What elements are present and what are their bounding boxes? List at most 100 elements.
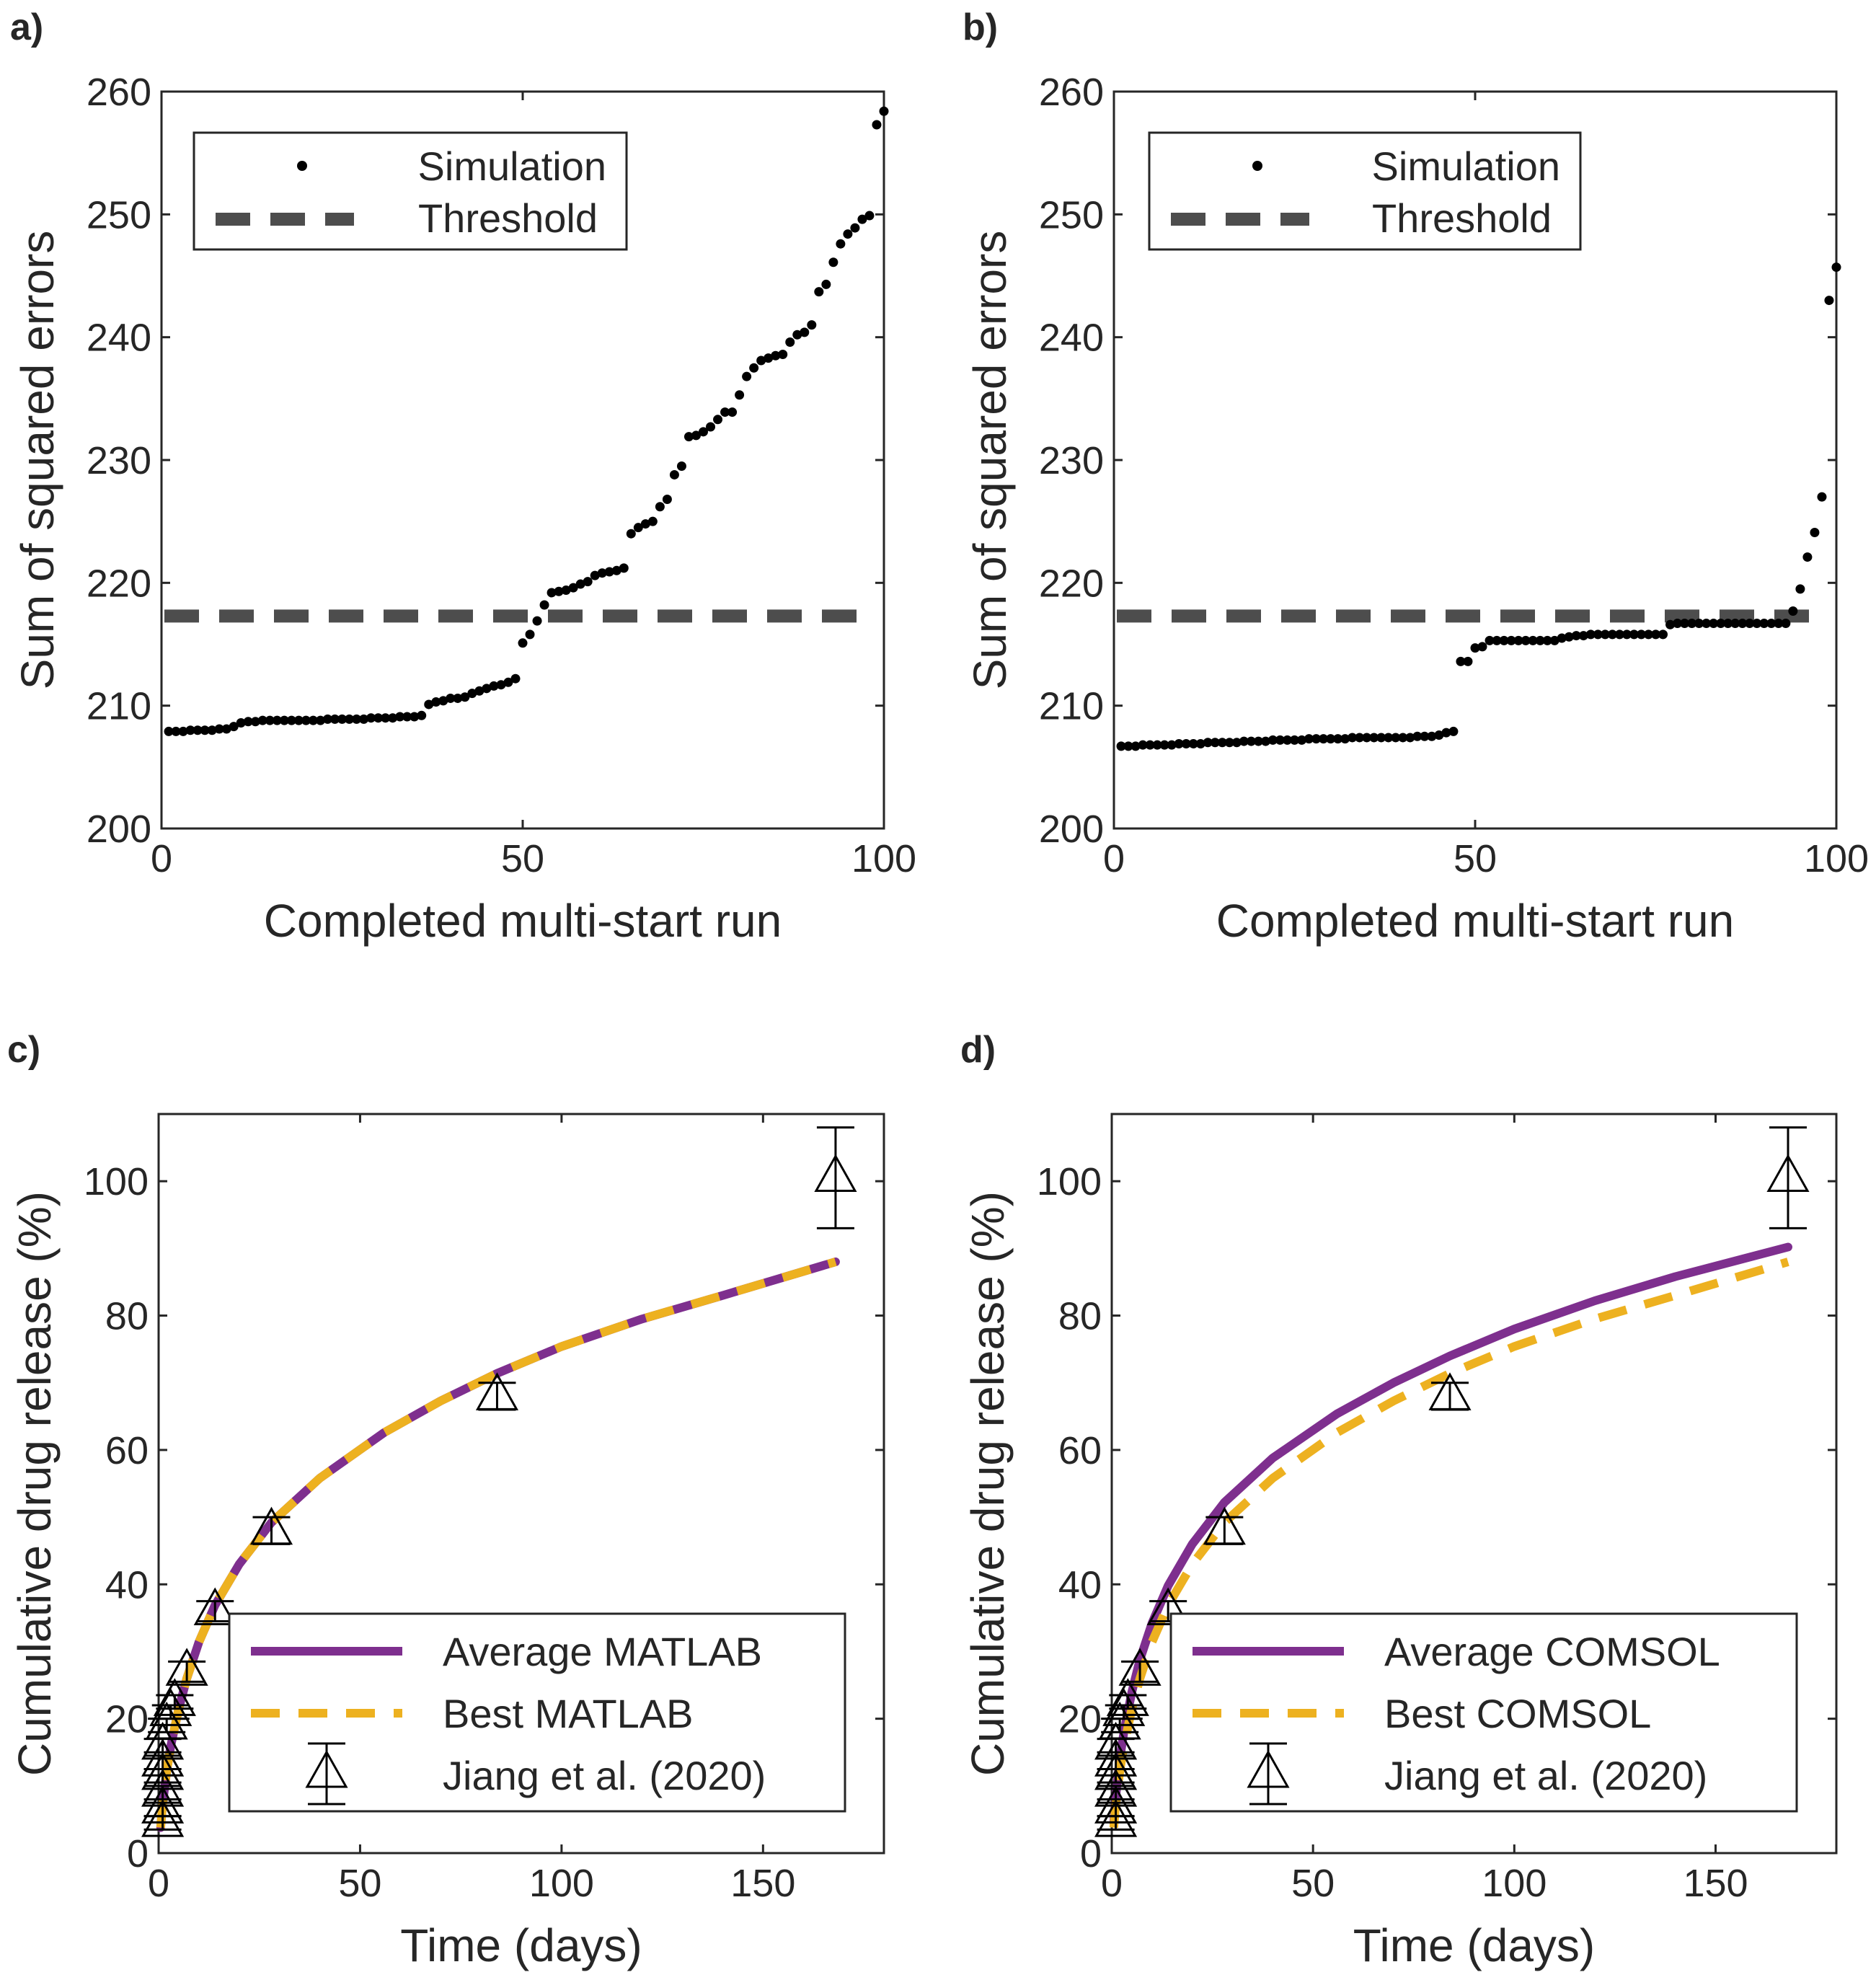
simulation-point: [1513, 635, 1523, 645]
simulation-point: [633, 523, 643, 533]
simulation-point: [185, 725, 195, 735]
simulation-point: [1702, 619, 1712, 629]
simulation-point: [1326, 734, 1336, 744]
simulation-point: [1145, 740, 1155, 750]
simulation-point: [250, 717, 260, 727]
data-marker-triangle: [165, 1648, 208, 1686]
simulation-point: [836, 239, 846, 249]
simulation-point: [1521, 635, 1531, 645]
simulation-point: [735, 390, 745, 400]
simulation-point: [1348, 733, 1358, 743]
y-tick-label: 80: [105, 1295, 149, 1338]
simulation-point: [1535, 635, 1545, 645]
simulation-point: [1282, 735, 1292, 745]
simulation-point: [1195, 738, 1205, 748]
simulation-point: [496, 680, 506, 690]
simulation-point: [518, 638, 528, 648]
simulation-point: [322, 714, 332, 724]
data-marker-triangle: [1766, 1154, 1810, 1193]
simulation-point: [1210, 738, 1220, 748]
x-axis-label: Completed multi-start run: [264, 895, 782, 947]
x-tick-label: 50: [1291, 1862, 1335, 1905]
simulation-point: [1774, 619, 1784, 629]
simulation-point: [366, 713, 376, 723]
simulation-point: [474, 686, 485, 696]
simulation-point: [1658, 629, 1668, 640]
x-tick-label: 50: [1454, 837, 1497, 880]
simulation-point: [1542, 635, 1552, 645]
simulation-point: [590, 570, 600, 580]
simulation-point: [1340, 734, 1350, 744]
simulation-point: [381, 713, 391, 723]
legend-average-label: Average COMSOL: [1384, 1629, 1720, 1674]
simulation-point: [1246, 736, 1256, 746]
simulation-point: [1759, 619, 1769, 629]
simulation-point: [532, 616, 542, 626]
simulation-point: [597, 568, 607, 578]
simulation-point: [792, 330, 802, 340]
simulation-point: [1795, 584, 1805, 594]
simulation-point: [1181, 738, 1191, 748]
simulation-point: [1398, 733, 1408, 743]
simulation-point: [1304, 734, 1314, 744]
simulation-point: [308, 715, 318, 725]
simulation-point: [1738, 619, 1748, 629]
y-tick-label: 60: [1058, 1429, 1102, 1472]
simulation-point: [1709, 619, 1719, 629]
plot-frame: [157, 1113, 885, 1855]
simulation-point: [850, 223, 860, 233]
y-axis-label: Sum of squared errors: [12, 231, 63, 690]
simulation-point: [1260, 736, 1270, 746]
simulation-point: [272, 715, 282, 725]
simulation-point: [424, 699, 434, 710]
data-marker-triangle: [1203, 1506, 1246, 1545]
data-marker-triangle: [1094, 1751, 1138, 1790]
data-marker-triangle: [153, 1678, 196, 1716]
y-tick-label: 20: [105, 1698, 149, 1741]
simulation-point: [1564, 632, 1574, 642]
simulation-point: [1239, 736, 1249, 746]
simulation-point: [1752, 619, 1762, 629]
simulation-point: [1463, 656, 1473, 666]
simulation-point: [807, 320, 817, 330]
legend-simulation-label: Simulation: [1372, 143, 1560, 189]
simulation-point: [1643, 629, 1653, 640]
y-tick-label: 250: [87, 193, 151, 237]
simulation-point: [1441, 728, 1451, 738]
simulation-point: [814, 287, 824, 297]
simulation-point: [503, 677, 513, 687]
simulation-point: [1362, 733, 1372, 743]
simulation-point: [713, 415, 723, 425]
simulation-point: [828, 257, 839, 268]
simulation-point: [236, 718, 246, 728]
y-tick-label: 230: [1039, 439, 1104, 482]
legend-observed-marker: [1247, 1749, 1290, 1788]
simulation-point: [1831, 262, 1841, 273]
simulation-point: [1636, 629, 1646, 640]
simulation-point: [178, 726, 188, 736]
simulation-point: [864, 211, 875, 221]
simulation-point: [510, 673, 521, 684]
simulation-point: [388, 713, 398, 723]
data-marker-triangle: [1098, 1701, 1141, 1740]
simulation-point: [539, 600, 549, 610]
simulation-point: [214, 724, 224, 734]
y-tick-label: 60: [105, 1429, 149, 1472]
legend-best-label: Best MATLAB: [443, 1691, 694, 1736]
simulation-point: [1680, 619, 1690, 629]
x-tick-label: 150: [730, 1862, 795, 1905]
simulation-point: [683, 432, 694, 442]
simulation-point: [1607, 629, 1617, 640]
simulation-point: [431, 697, 441, 707]
y-tick-label: 0: [127, 1832, 149, 1875]
simulation-point: [1376, 733, 1386, 743]
data-marker-triangle: [141, 1751, 185, 1790]
panel-label: d): [960, 1029, 996, 1071]
simulation-point: [1788, 606, 1798, 616]
simulation-point: [1224, 738, 1234, 748]
simulation-point: [1766, 619, 1777, 629]
data-marker-triangle: [141, 1799, 185, 1837]
simulation-point: [1810, 527, 1820, 537]
legend-simulation-label: Simulation: [418, 143, 606, 189]
y-tick-label: 40: [105, 1563, 149, 1606]
